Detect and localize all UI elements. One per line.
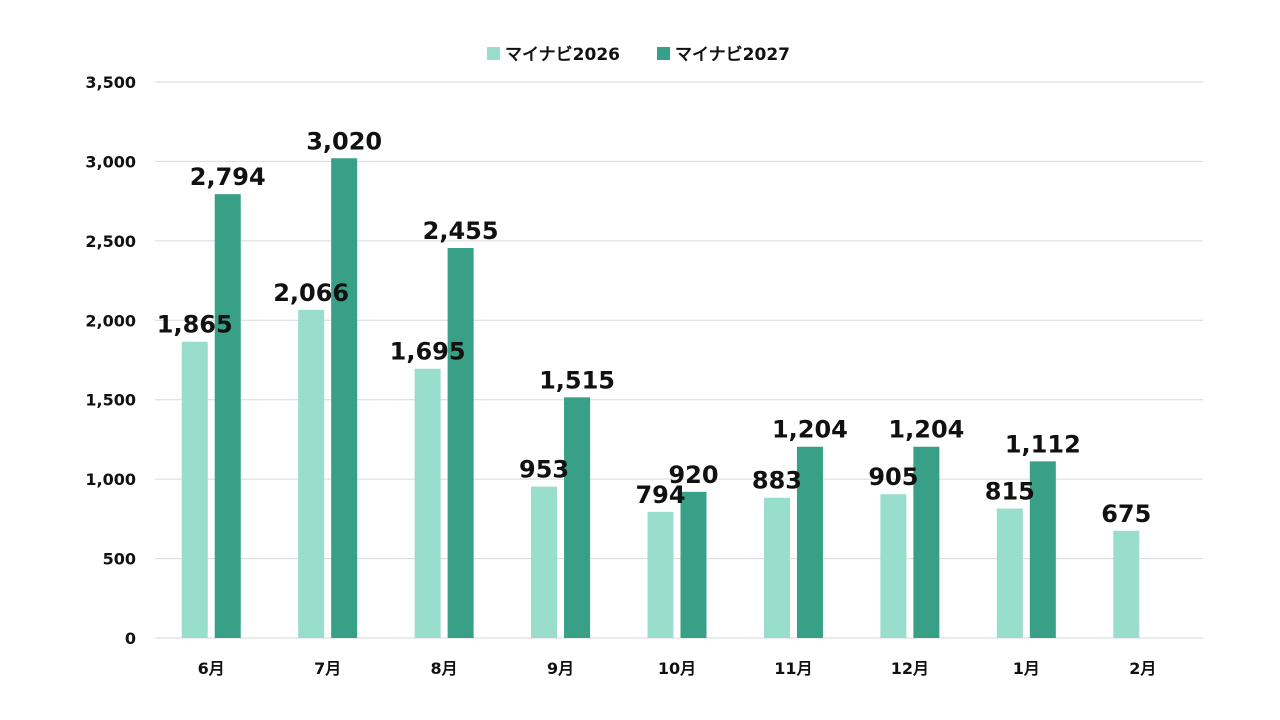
data-label-series-1: 1,865: [157, 311, 233, 339]
data-label-series-2: 1,112: [1005, 430, 1081, 458]
y-tick-label: 3,000: [85, 152, 136, 171]
x-tick-label: 11月: [774, 659, 812, 678]
gridlines: [155, 81, 1203, 639]
bar-series-2-12月: [913, 446, 940, 638]
y-axis: 0 500 1,000 1,500 2,000 2,500 3,000 3,500: [85, 73, 136, 648]
data-label-series-2: 1,204: [888, 416, 964, 444]
bar-series-1-2月: [1113, 530, 1140, 638]
y-tick-label: 3,500: [85, 73, 136, 92]
bar-series-1-12月: [880, 494, 907, 638]
data-label-series-1: 675: [1101, 500, 1151, 528]
data-label-series-2: 3,020: [306, 127, 382, 155]
data-label-series-2: 1,515: [539, 366, 615, 394]
data-label-series-1: 794: [635, 481, 685, 509]
bar-series-2-7月: [331, 158, 358, 638]
legend-swatch-series-2: [657, 47, 670, 60]
data-label-series-1: 905: [868, 463, 918, 491]
data-label-series-2: 1,204: [772, 416, 848, 444]
x-tick-label: 8月: [431, 659, 458, 678]
bar-series-2-11月: [796, 446, 823, 638]
bar-series-2-8月: [447, 248, 474, 638]
bar-series-1-1月: [996, 508, 1023, 638]
x-tick-label: 10月: [658, 659, 696, 678]
bar-series-1-8月: [414, 368, 441, 638]
bars: [181, 158, 1140, 638]
data-label-series-2: 920: [668, 461, 718, 489]
x-tick-label: 12月: [891, 659, 929, 678]
legend-swatch-series-1: [487, 47, 500, 60]
y-tick-label: 500: [103, 550, 136, 569]
legend: マイナビ2026 マイナビ2027: [487, 45, 790, 65]
x-tick-label: 7月: [314, 659, 341, 678]
x-axis: 6月 7月 8月 9月 10月 11月 12月 1月 2月: [198, 659, 1157, 678]
bar-series-2-9月: [564, 397, 591, 638]
y-tick-label: 1,500: [85, 391, 136, 410]
bar-series-1-11月: [763, 497, 790, 638]
legend-label-series-1: マイナビ2026: [505, 45, 620, 65]
bar-series-2-10月: [680, 491, 707, 638]
x-tick-label: 1月: [1013, 659, 1040, 678]
data-label-series-1: 1,695: [390, 338, 466, 366]
data-label-series-1: 883: [752, 467, 802, 495]
data-label-series-2: 2,455: [423, 217, 499, 245]
x-tick-label: 2月: [1129, 659, 1156, 678]
data-labels: 1,865 2,794 2,066 3,020 1,695 2,455 953 1,515 79…: [157, 127, 1152, 528]
x-tick-label: 6月: [198, 659, 225, 678]
bar-series-1-10月: [647, 511, 674, 638]
bar-series-1-9月: [531, 486, 558, 638]
y-tick-label: 2,500: [85, 232, 136, 251]
legend-label-series-2: マイナビ2027: [675, 45, 790, 65]
bar-series-2-1月: [1029, 461, 1056, 638]
y-tick-label: 1,000: [85, 470, 136, 489]
bar-series-2-6月: [214, 194, 241, 638]
y-tick-label: 0: [125, 629, 136, 648]
bar-series-1-7月: [298, 309, 325, 638]
bar-series-1-6月: [181, 341, 208, 638]
x-tick-label: 9月: [547, 659, 574, 678]
y-tick-label: 2,000: [85, 311, 136, 330]
data-label-series-2: 2,794: [190, 163, 266, 191]
data-label-series-1: 2,066: [273, 279, 349, 307]
data-label-series-1: 815: [985, 478, 1035, 506]
data-label-series-1: 953: [519, 456, 569, 484]
